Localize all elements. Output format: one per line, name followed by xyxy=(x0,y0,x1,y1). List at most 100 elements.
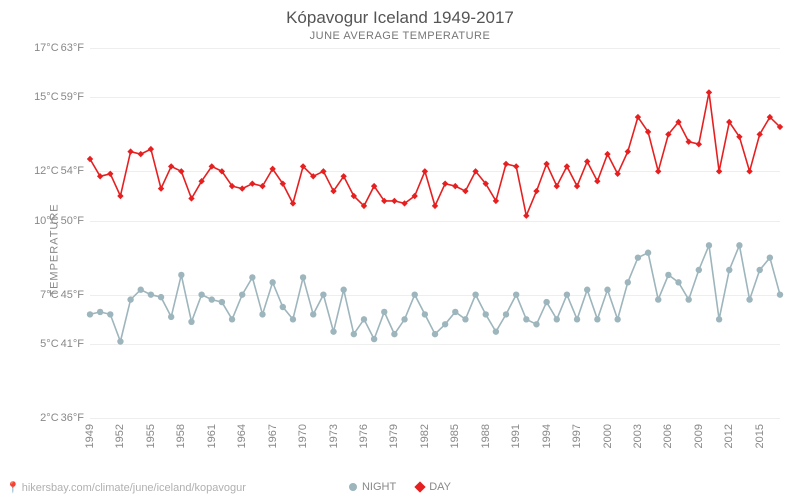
series-marker-night xyxy=(523,316,529,322)
series-marker-night xyxy=(442,321,448,327)
x-tick-label: 1952 xyxy=(114,424,126,448)
y-tick-label: 2°C36°F xyxy=(40,412,84,424)
x-tick-label: 1997 xyxy=(571,424,583,448)
series-marker-night xyxy=(117,338,123,344)
series-marker-night xyxy=(604,287,610,293)
series-marker-night xyxy=(716,316,722,322)
series-marker-night xyxy=(249,274,255,280)
series-marker-night xyxy=(381,309,387,315)
series-marker-night xyxy=(310,311,316,317)
series-line-day xyxy=(90,92,780,215)
series-marker-night xyxy=(696,267,702,273)
x-tick-label: 2012 xyxy=(723,424,735,448)
series-marker-night xyxy=(300,274,306,280)
series-marker-day xyxy=(564,163,570,169)
series-marker-day xyxy=(604,151,610,157)
series-marker-night xyxy=(209,296,215,302)
y-tick-label: 5°C41°F xyxy=(40,338,84,350)
legend-label: NIGHT xyxy=(362,481,396,493)
x-tick-label: 1985 xyxy=(449,424,461,448)
x-tick-label: 1994 xyxy=(541,424,553,448)
series-marker-day xyxy=(117,193,123,199)
x-tick-label: 2015 xyxy=(754,424,766,448)
series-marker-day xyxy=(716,168,722,174)
series-marker-night xyxy=(320,291,326,297)
series-marker-night xyxy=(148,291,154,297)
series-marker-night xyxy=(168,314,174,320)
chart-svg xyxy=(90,48,780,418)
series-marker-night xyxy=(452,309,458,315)
series-marker-day xyxy=(442,180,448,186)
series-marker-night xyxy=(178,272,184,278)
pin-icon: 📍 xyxy=(6,482,20,494)
series-marker-day xyxy=(513,163,519,169)
series-marker-night xyxy=(625,279,631,285)
series-marker-day xyxy=(523,213,529,219)
series-marker-day xyxy=(249,180,255,186)
x-tick-label: 2009 xyxy=(693,424,705,448)
series-marker-night xyxy=(655,296,661,302)
x-tick-label: 1958 xyxy=(175,424,187,448)
series-marker-night xyxy=(584,287,590,293)
series-marker-night xyxy=(726,267,732,273)
y-tick-label: 12°C54°F xyxy=(34,165,84,177)
x-tick-label: 2006 xyxy=(662,424,674,448)
series-marker-night xyxy=(290,316,296,322)
series-marker-night xyxy=(736,242,742,248)
series-marker-night xyxy=(188,319,194,325)
series-marker-night xyxy=(361,316,367,322)
x-tick-label: 1976 xyxy=(358,424,370,448)
series-marker-night xyxy=(280,304,286,310)
series-marker-day xyxy=(584,158,590,164)
series-marker-night xyxy=(219,299,225,305)
series-marker-night xyxy=(614,316,620,322)
series-marker-night xyxy=(330,328,336,334)
series-line-night xyxy=(90,245,780,341)
series-marker-night xyxy=(472,291,478,297)
x-tick-label: 2000 xyxy=(602,424,614,448)
legend-label: DAY xyxy=(429,481,451,493)
series-marker-night xyxy=(351,331,357,337)
series-marker-night xyxy=(198,291,204,297)
series-marker-night xyxy=(391,331,397,337)
legend-item-day: DAY xyxy=(416,481,451,493)
series-marker-day xyxy=(614,171,620,177)
series-marker-night xyxy=(97,309,103,315)
series-marker-night xyxy=(533,321,539,327)
series-marker-night xyxy=(675,279,681,285)
series-marker-day xyxy=(533,188,539,194)
series-marker-night xyxy=(107,311,113,317)
series-marker-night xyxy=(513,291,519,297)
series-marker-night xyxy=(422,311,428,317)
series-marker-night xyxy=(259,311,265,317)
diamond-icon xyxy=(415,481,426,492)
series-marker-night xyxy=(412,291,418,297)
series-marker-night xyxy=(746,296,752,302)
series-marker-night xyxy=(777,291,783,297)
series-marker-day xyxy=(432,203,438,209)
series-marker-night xyxy=(493,328,499,334)
x-tick-label: 1964 xyxy=(236,424,248,448)
series-marker-day xyxy=(685,139,691,145)
x-tick-label: 1988 xyxy=(480,424,492,448)
x-tick-label: 1982 xyxy=(419,424,431,448)
series-marker-night xyxy=(757,267,763,273)
series-marker-night xyxy=(239,291,245,297)
series-marker-day xyxy=(158,185,164,191)
series-marker-night xyxy=(371,336,377,342)
series-marker-night xyxy=(87,311,93,317)
series-marker-day xyxy=(239,185,245,191)
series-marker-day xyxy=(493,198,499,204)
series-marker-day xyxy=(178,168,184,174)
series-marker-night xyxy=(554,316,560,322)
x-axis-ticks: 1949195219551958196119641967197019731976… xyxy=(90,420,780,480)
circle-icon xyxy=(349,483,357,491)
series-marker-day xyxy=(422,168,428,174)
series-marker-day xyxy=(259,183,265,189)
series-marker-day xyxy=(107,171,113,177)
series-marker-night xyxy=(645,250,651,256)
series-marker-day xyxy=(138,151,144,157)
series-marker-night xyxy=(665,272,671,278)
series-marker-night xyxy=(706,242,712,248)
series-marker-day xyxy=(168,163,174,169)
